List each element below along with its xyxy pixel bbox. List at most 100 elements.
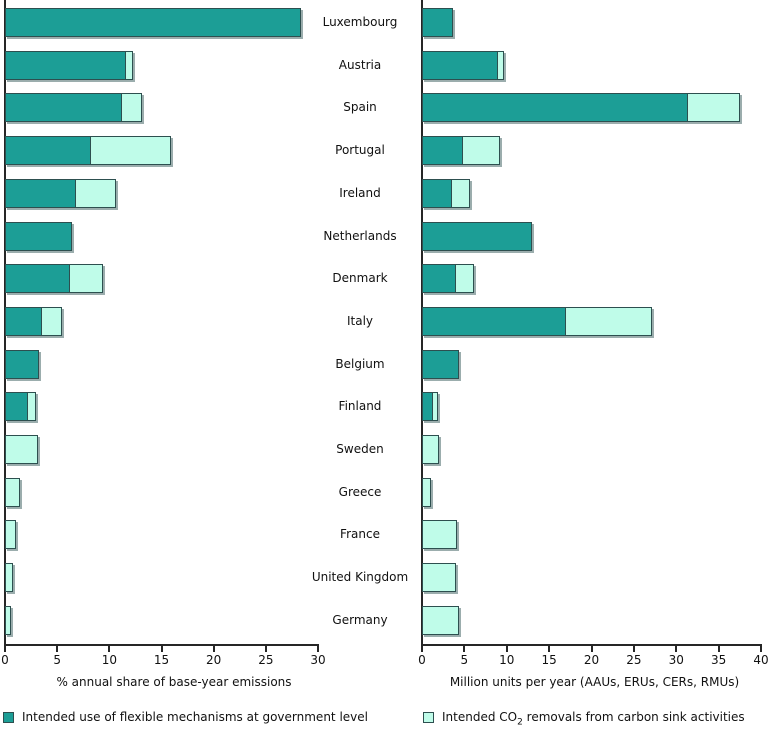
x-axis-line [4,644,319,646]
bar-segment-mechanisms-denmark [422,264,456,293]
x-axis-tick-label: 20 [206,653,222,667]
x-axis-tick [632,646,635,652]
country-label-luxembourg: Luxembourg [322,15,398,29]
bar-segment-sinks-spain [687,93,740,122]
bar-segment-mechanisms-netherlands [422,222,532,251]
bar-segment-mechanisms-ireland [5,179,76,208]
legend-label-subscript: 2 [517,717,523,728]
x-axis-tick-label: 10 [101,653,117,667]
bar-segment-mechanisms-luxembourg [5,8,301,37]
x-axis-tick [4,646,6,652]
legend-item-flexible-mechanisms: Intended use of flexible mechanisms at g… [3,710,368,724]
x-axis-tick [264,646,267,652]
bar-row-france [5,520,16,549]
country-label-sweden: Sweden [336,442,384,456]
bar-row-italy [422,307,652,336]
x-axis-tick [548,646,551,652]
x-axis-tick [505,646,508,652]
bar-segment-mechanisms-denmark [5,264,70,293]
bar-segment-sinks-united-kingdom [422,563,456,592]
bar-row-luxembourg [5,8,301,37]
country-label-austria: Austria [338,58,382,72]
bar-segment-mechanisms-spain [422,93,688,122]
x-axis-tick [675,646,678,652]
bar-row-austria [422,51,504,80]
bar-segment-sinks-germany [422,606,459,635]
country-label-portugal: Portugal [335,143,385,157]
bar-segment-sinks-france [5,520,16,549]
legend-item-carbon-sinks: Intended CO2 removals from carbon sink a… [423,710,745,728]
bar-row-denmark [422,264,474,293]
legend-label-suffix: removals from carbon sink activities [522,710,745,724]
bar-segment-sinks-ireland [451,179,470,208]
x-axis-tick-label: 15 [541,653,557,667]
bar-row-belgium [422,350,459,379]
x-axis-tick-label: 15 [153,653,170,667]
bar-row-netherlands [5,222,72,251]
bar-segment-sinks-denmark [455,264,474,293]
legend-label-mechanisms: Intended use of flexible mechanisms at g… [22,710,368,724]
bar-segment-sinks-austria [125,51,133,80]
bar-segment-sinks-spain [121,93,142,122]
bar-row-finland [5,392,36,421]
bar-segment-sinks-greece [422,478,431,507]
bar-row-denmark [5,264,103,293]
bar-segment-mechanisms-netherlands [5,222,72,251]
bar-segment-sinks-sweden [422,435,439,464]
country-label-germany: Germany [332,613,388,627]
country-label-netherlands: Netherlands [323,229,397,243]
bar-segment-mechanisms-spain [5,93,122,122]
x-axis-tick-label: 30 [310,653,326,667]
x-axis-tick-label: 30 [668,653,684,667]
bar-segment-sinks-sweden [5,435,38,464]
country-label-greece: Greece [338,485,382,499]
bar-row-belgium [5,350,39,379]
bar-row-france [422,520,457,549]
bar-row-germany [422,606,459,635]
right-x-axis-title: Million units per year (AAUs, ERUs, CERs… [449,675,740,689]
bar-row-spain [422,93,740,122]
country-label-france: France [340,527,380,541]
x-axis-tick-label: 40 [753,653,768,667]
bar-segment-sinks-ireland [75,179,116,208]
bar-row-ireland [422,179,470,208]
bar-segment-mechanisms-austria [5,51,126,80]
bar-segment-mechanisms-luxembourg [422,8,453,37]
legend-swatch-mechanisms [3,711,14,723]
x-axis-tick [590,646,593,652]
bar-segment-sinks-finland [27,392,36,421]
bar-row-spain [5,93,142,122]
bar-segment-mechanisms-italy [5,307,42,336]
bar-row-finland [422,392,438,421]
country-label-italy: Italy [346,314,374,328]
x-axis-tick-label: 0 [418,653,426,667]
left-plot-area: 0 5 10 15 20 25 30 [1,0,326,667]
x-axis-tick-label: 10 [499,653,515,667]
bar-row-sweden [5,435,38,464]
bar-segment-mechanisms-belgium [5,350,39,379]
bar-segment-mechanisms-italy [422,307,566,336]
right-plot-area: 0 5 10 15 20 25 30 35 40 [418,0,768,667]
x-axis-tick-label: 0 [1,653,9,667]
bar-segment-sinks-austria [497,51,504,80]
bar-segment-mechanisms-austria [422,51,498,80]
x-axis-tick [463,646,466,652]
bar-segment-sinks-united-kingdom [5,563,13,592]
bar-segment-sinks-denmark [69,264,103,293]
bar-segment-sinks-greece [5,478,20,507]
bar-segment-mechanisms-finland [5,392,28,421]
bar-row-greece [5,478,20,507]
bar-segment-sinks-italy [41,307,62,336]
x-axis-tick-label: 20 [583,653,600,667]
bar-segment-sinks-portugal [90,136,171,165]
bar-row-netherlands [422,222,532,251]
bar-row-austria [5,51,133,80]
x-axis-line [421,644,762,646]
x-axis-tick [56,646,59,652]
bar-segment-mechanisms-ireland [422,179,452,208]
bar-row-united-kingdom [422,563,456,592]
bar-row-ireland [5,179,116,208]
bar-segment-sinks-finland [432,392,438,421]
legend-swatch-sinks [423,711,434,723]
